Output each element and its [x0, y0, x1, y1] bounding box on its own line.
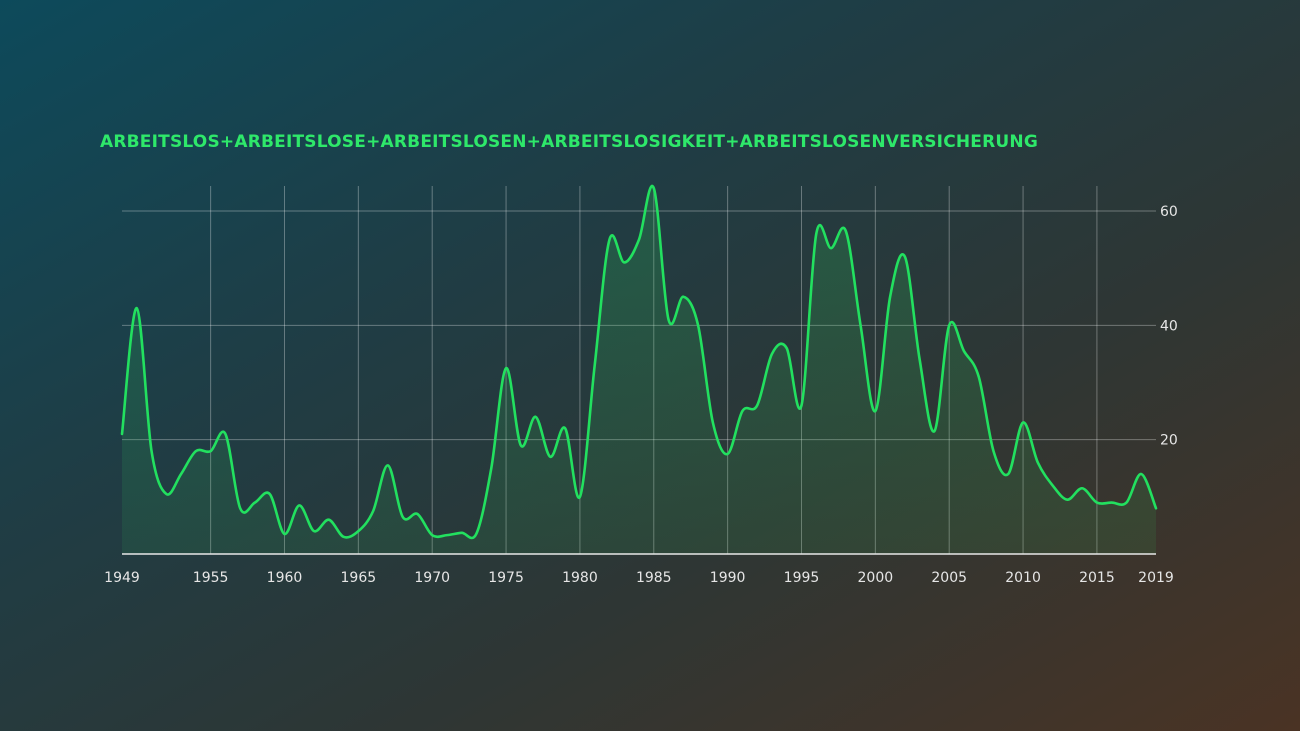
- x-tick-label: 2000: [858, 570, 894, 586]
- x-tick-label: 1960: [267, 570, 303, 586]
- x-tick-label: 1975: [488, 570, 524, 586]
- x-tick-label: 2015: [1079, 570, 1115, 586]
- x-tick-label: 2019: [1138, 570, 1174, 586]
- y-tick-labels: 20 40 60: [1160, 204, 1178, 449]
- x-tick-label: 1970: [414, 570, 450, 586]
- x-tick-label: 1985: [636, 570, 672, 586]
- x-tick-label: 2010: [1005, 570, 1041, 586]
- x-tick-label: 1980: [562, 570, 598, 586]
- y-tick-label: 60: [1160, 204, 1178, 220]
- y-tick-label: 40: [1160, 318, 1178, 334]
- x-tick-label: 1965: [341, 570, 377, 586]
- x-tick-label: 1955: [193, 570, 229, 586]
- series-line-path: [120, 184, 1158, 540]
- x-tick-label: 1949: [104, 570, 140, 586]
- x-tick-label: 2005: [931, 570, 967, 586]
- y-tick-label: 20: [1160, 433, 1178, 449]
- chart-title: ARBEITSLOS+ARBEITSLOSE+ARBEITSLOSEN+ARBE…: [100, 132, 1038, 152]
- series-line: [120, 184, 1158, 540]
- series-area: [122, 185, 1156, 554]
- x-tick-labels: 1949 1955 1960 1965 1970 1975 1980 1985 1990 1995…: [104, 570, 1174, 586]
- x-tick-label: 1995: [784, 570, 820, 586]
- x-tick-label: 1990: [710, 570, 746, 586]
- area-fill: [122, 185, 1156, 554]
